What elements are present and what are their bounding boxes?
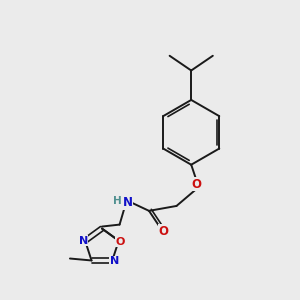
Text: O: O [159, 225, 169, 238]
Text: N: N [122, 196, 132, 209]
Text: N: N [110, 256, 119, 266]
Text: O: O [116, 237, 125, 247]
Text: H: H [113, 196, 122, 206]
Text: N: N [79, 236, 88, 246]
Text: O: O [191, 178, 201, 191]
